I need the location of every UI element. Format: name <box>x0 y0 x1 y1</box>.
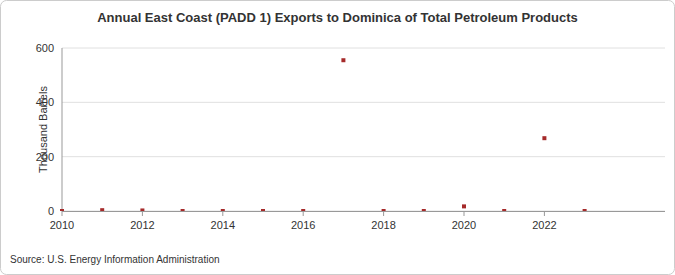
point <box>542 136 546 140</box>
x-tick <box>383 211 384 216</box>
y-tick-label: 0 <box>48 205 54 217</box>
grid-line <box>62 211 665 212</box>
x-tick <box>303 211 304 216</box>
x-tick-label: 2018 <box>371 219 395 231</box>
point <box>261 209 265 211</box>
grid-line <box>62 102 665 103</box>
x-tick-label: 2012 <box>130 219 154 231</box>
x-tick-label: 2022 <box>532 219 556 231</box>
y-tick-label: 600 <box>36 42 54 54</box>
points <box>60 58 587 211</box>
x-tick <box>544 211 545 216</box>
x-axis <box>62 211 665 212</box>
point <box>341 58 345 62</box>
point <box>462 204 466 208</box>
x-tick-label: 2016 <box>291 219 315 231</box>
point <box>140 208 144 211</box>
point <box>382 209 386 211</box>
x-tick <box>62 211 63 216</box>
point <box>60 209 64 211</box>
x-tick <box>464 211 465 216</box>
point <box>583 209 587 211</box>
grid-line <box>62 156 665 157</box>
background <box>1 1 675 275</box>
source: Source: U.S. Energy Information Administ… <box>10 254 220 265</box>
x-tick-label: 2014 <box>211 219 235 231</box>
point <box>422 209 426 211</box>
grid-line <box>62 48 665 49</box>
title: Annual East Coast (PADD 1) Exports to Do… <box>97 10 578 25</box>
x-tick <box>222 211 223 216</box>
point <box>100 208 104 211</box>
point <box>181 209 185 211</box>
y-axis-label: Thousand Barrels <box>37 86 49 173</box>
x-tick-label: 2020 <box>452 219 476 231</box>
point <box>301 209 305 211</box>
x-tick <box>142 211 143 216</box>
x-tick-label: 2010 <box>50 219 74 231</box>
point <box>221 209 225 211</box>
chart: Annual East Coast (PADD 1) Exports to Do… <box>0 0 675 275</box>
point <box>502 209 506 211</box>
y-axis <box>62 48 63 211</box>
